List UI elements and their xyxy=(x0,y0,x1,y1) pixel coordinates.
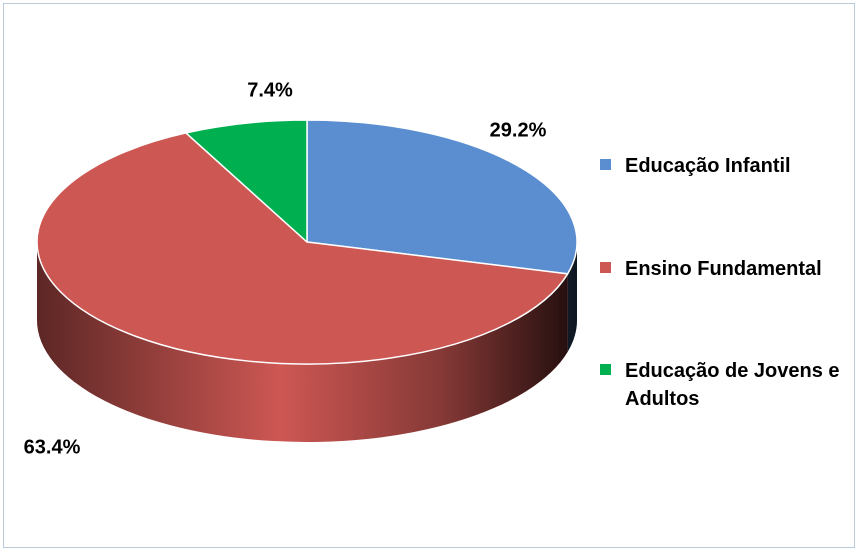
data-label: 29.2% xyxy=(490,119,547,141)
legend-label: Ensino Fundamental xyxy=(625,258,822,280)
legend-swatch xyxy=(600,159,611,170)
legend-label: Educação Infantil xyxy=(625,155,791,177)
data-label: 63.4% xyxy=(24,436,81,458)
legend-item: Educação de Jovens e Adultos xyxy=(600,357,840,413)
legend-item: Ensino Fundamental xyxy=(600,255,840,283)
legend-swatch xyxy=(600,364,611,375)
legend-item: Educação Infantil xyxy=(600,152,840,180)
data-label: 7.4% xyxy=(247,79,293,101)
chart-frame xyxy=(3,3,855,548)
slice-side-shade xyxy=(567,242,577,352)
slice xyxy=(36,132,569,365)
slice-side-shade xyxy=(37,242,568,442)
legend-label: Educação de Jovens e Adultos xyxy=(625,360,840,410)
slice xyxy=(185,119,308,243)
legend-swatch xyxy=(600,262,611,273)
slice xyxy=(306,119,578,275)
